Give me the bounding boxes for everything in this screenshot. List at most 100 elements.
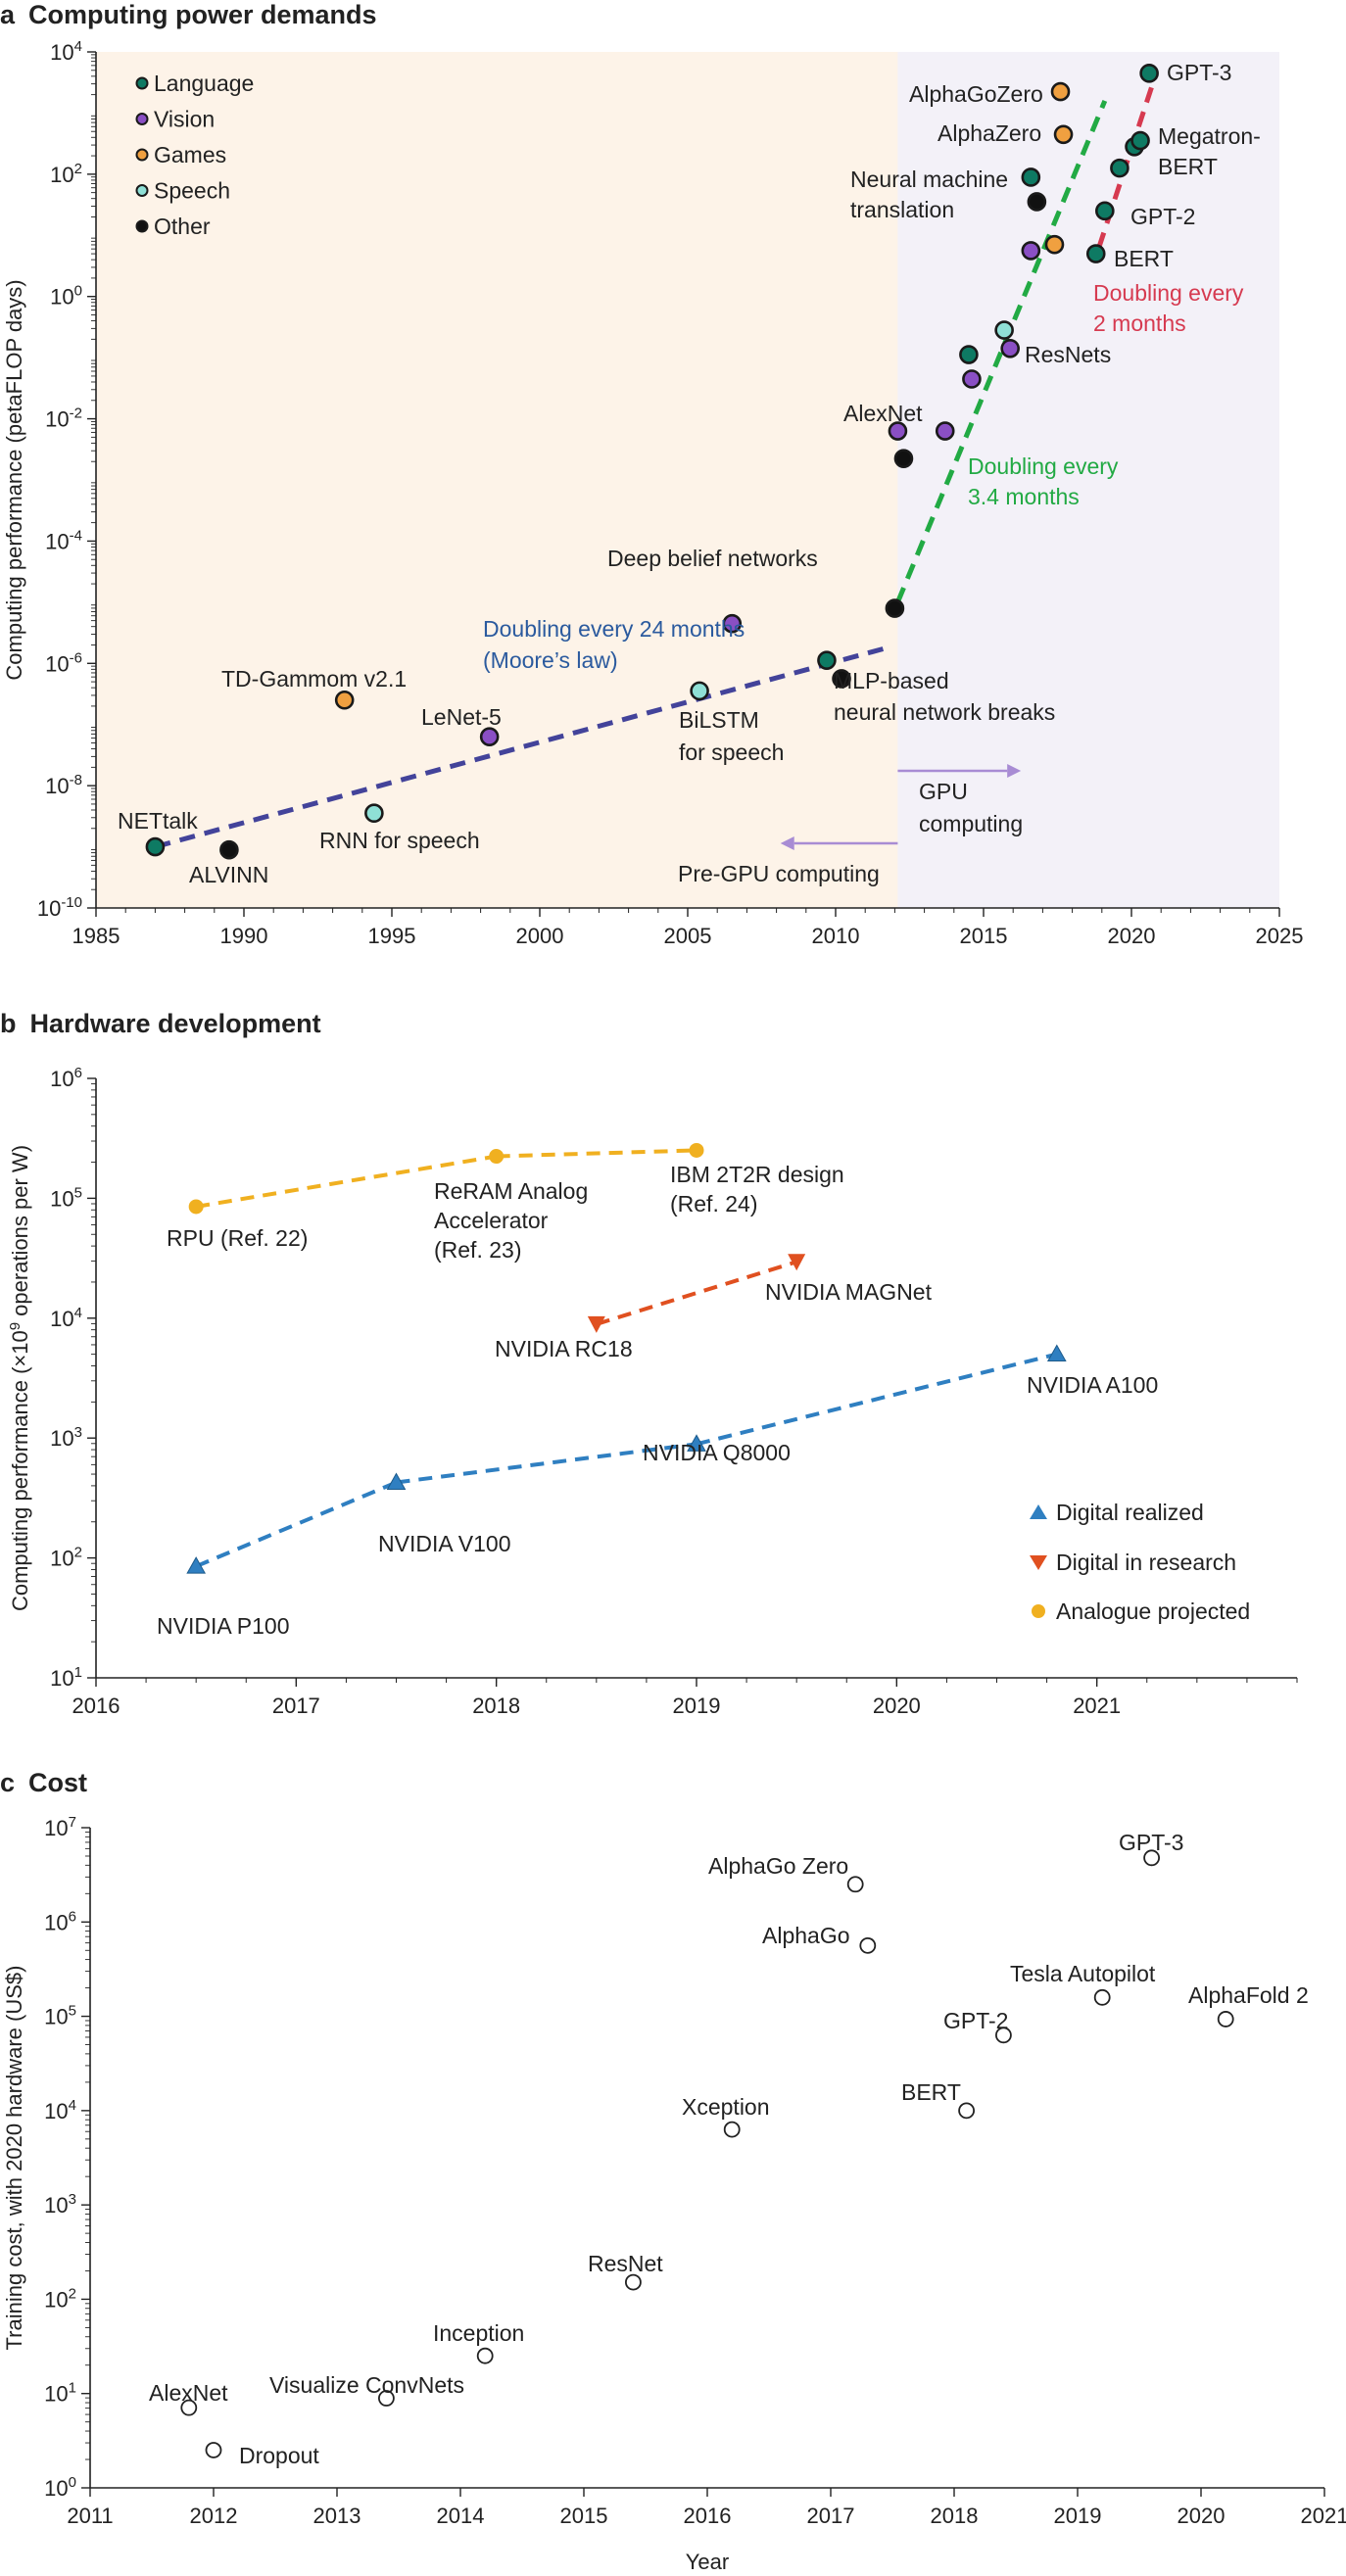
- cost-point: [625, 2273, 642, 2291]
- annotation-resnets: ResNets: [1025, 342, 1111, 367]
- legend-label-digital: Digital realized: [1056, 1500, 1204, 1525]
- annotation-lenet: LeNet-5: [421, 704, 502, 730]
- cost-point-label: AlphaGo: [762, 1923, 850, 1948]
- chart-c-x-axis-label: Year: [686, 2550, 729, 2574]
- data-point-language: [1085, 244, 1106, 263]
- legend-marker-games: [135, 148, 149, 162]
- annotation-alexnet: AlexNet: [843, 401, 923, 426]
- panel-b-title-text: Hardware development: [29, 1009, 321, 1038]
- chart-a-x-tick-label: 2025: [1256, 924, 1304, 948]
- series-line-digital: [396, 1442, 697, 1485]
- data-point-vision: [935, 421, 955, 441]
- annotation-moore_2: (Moore’s law): [483, 647, 618, 673]
- pregpu-background: [96, 52, 898, 908]
- annotation-gpt3: GPT-3: [1167, 60, 1231, 85]
- marker-research: [788, 1254, 806, 1271]
- data-point-speech: [994, 320, 1014, 340]
- annotation-megatron_1: Megatron-: [1158, 123, 1261, 149]
- chart-b-x-tick-label: 2020: [873, 1693, 921, 1718]
- chart-c-x-tick-label: 2014: [437, 2504, 485, 2528]
- data-point-language: [817, 650, 837, 670]
- chart-a-x-tick-label: 2015: [960, 924, 1008, 948]
- panel-a-title: a Computing power demands: [0, 0, 377, 30]
- legend-marker-speech: [135, 184, 149, 197]
- data-point-other: [1027, 192, 1047, 212]
- chart-a-x-tick-label: 1990: [220, 924, 268, 948]
- legend-label-other: Other: [154, 214, 211, 239]
- annotation-pregpu: Pre-GPU computing: [678, 861, 880, 886]
- cost-point: [958, 2102, 975, 2120]
- chart-b-y-tick-label: 106: [50, 1065, 82, 1091]
- chart-c-x-tick-label: 2016: [684, 2504, 732, 2528]
- annotation-megatron_2: BERT: [1158, 154, 1218, 179]
- chart-b-x-tick-label: 2018: [472, 1693, 520, 1718]
- pregpu-arrow-head: [780, 836, 794, 850]
- cost-point-label: GPT-2: [943, 2008, 1008, 2033]
- annotation-bert: BERT: [1114, 246, 1174, 271]
- chart-b: 2016 2017 2018 2019 2020 2021 101 102 103 104 105 1…: [7, 1065, 1298, 1718]
- data-point-language: [1021, 167, 1041, 187]
- chart-a-y-axis-label: Computing performance (petaFLOP days): [2, 279, 26, 680]
- cost-point: [1217, 2011, 1234, 2027]
- legend-label-vision: Vision: [154, 107, 215, 132]
- chart-c-y-tick-label: 106: [44, 1908, 76, 1934]
- point-label: RPU (Ref. 22): [167, 1225, 308, 1251]
- data-point-games: [1050, 81, 1071, 102]
- data-point-language: [145, 836, 166, 857]
- data-point-vision: [1021, 241, 1041, 261]
- data-point-games: [334, 690, 355, 710]
- chart-c-y-axis-label: Training cost, with 2020 hardware (US$): [2, 1966, 26, 2351]
- cost-point-label: Tesla Autopilot: [1010, 1961, 1156, 1986]
- point-label: NVIDIA RC18: [495, 1336, 633, 1361]
- cost-point: [995, 2027, 1012, 2044]
- annotation-alvinn: ALVINN: [189, 862, 268, 887]
- chart-c: 2011 2012 2013 2014 2015 2016 2017 2018 2019 2020…: [2, 1814, 1346, 2574]
- chart-a-x-tick-label: 2000: [516, 924, 564, 948]
- data-point-games: [1044, 234, 1065, 255]
- chart-a-x-tick-label: 2005: [664, 924, 712, 948]
- point-label-ibm: (Ref. 24): [670, 1191, 757, 1216]
- chart-b-x-tick-label: 2016: [72, 1693, 120, 1718]
- data-point-language: [1139, 64, 1159, 83]
- legend-marker-digital: [1030, 1504, 1047, 1519]
- chart-a-y-tick-label: 10-10: [37, 894, 82, 921]
- annotation-dbl34_2: 3.4 months: [968, 484, 1080, 509]
- panel-b-title: b Hardware development: [0, 1009, 321, 1039]
- chart-c-y-tick-label: 102: [44, 2285, 76, 2312]
- chart-c-y-tick-label: 103: [44, 2191, 76, 2218]
- cost-point-label: BERT: [901, 2079, 961, 2105]
- cost-point: [1143, 1849, 1160, 1867]
- chart-b-y-tick-label: 103: [50, 1424, 82, 1451]
- point-label-ibm: IBM 2T2R design: [670, 1162, 844, 1187]
- cost-point-label: Xception: [682, 2094, 770, 2120]
- annotation-bilstm_1: BiLSTM: [679, 707, 759, 733]
- chart-b-x-tick-label: 2021: [1073, 1693, 1121, 1718]
- cost-point-label: AlexNet: [149, 2380, 228, 2406]
- annotation-mlp_2: neural network breaks: [834, 699, 1055, 725]
- chart-a-x-tick-label: 1995: [368, 924, 416, 948]
- panel-b-letter: b: [0, 1009, 17, 1038]
- data-point-vision: [1000, 338, 1020, 358]
- annotation-dbl2_2: 2 months: [1093, 310, 1186, 336]
- marker-digital: [186, 1556, 207, 1574]
- legend-label-research: Digital in research: [1056, 1550, 1236, 1575]
- chart-a-y-tick-label: 10-6: [45, 649, 82, 676]
- series-line-digital: [195, 1480, 398, 1569]
- chart-c-y-tick-label: 104: [44, 2097, 76, 2123]
- chart-c-x-tick-label: 2012: [190, 2504, 238, 2528]
- annotation-moore_1: Doubling every 24 months: [483, 616, 745, 642]
- data-point-games: [1053, 124, 1074, 145]
- chart-b-y-tick-label: 104: [50, 1305, 82, 1331]
- cost-point: [180, 2399, 198, 2416]
- legend-marker-research: [1030, 1555, 1047, 1570]
- marker-research: [587, 1315, 605, 1333]
- data-point-other: [832, 669, 851, 689]
- legend-label-language: Language: [154, 71, 254, 96]
- legend-label-speech: Speech: [154, 178, 230, 204]
- panel-b: b Hardware development 2016 2017 2018 2019 20…: [0, 1009, 1346, 1718]
- cost-point-label: Visualize ConvNets: [269, 2372, 464, 2398]
- annotation-alphazero: AlphaZero: [937, 120, 1041, 146]
- cost-point-label: AlphaGo Zero: [708, 1853, 848, 1879]
- chart-b-y-tick-label: 102: [50, 1545, 82, 1571]
- panel-c: c Cost 2011 2012 2013 2014 2015 2016 2017 2018 20…: [0, 1768, 1346, 2576]
